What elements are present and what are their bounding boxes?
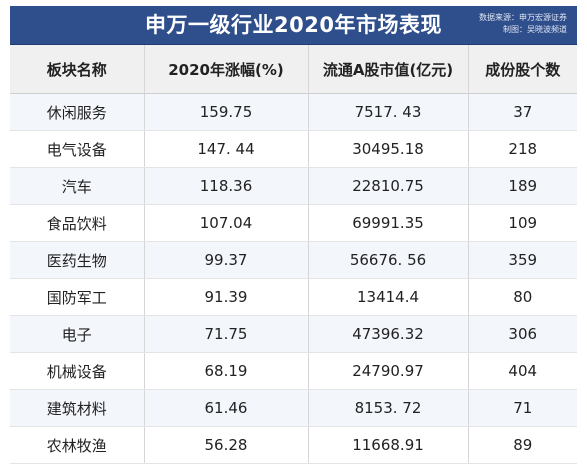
cell-sector: 建筑材料	[10, 389, 145, 427]
cell-change: 56.28	[144, 426, 309, 464]
header-row: 板块名称 2020年涨幅(%) 流通A股市值(亿元) 成份股个数	[10, 45, 577, 94]
cell-change: 107.04	[144, 204, 309, 242]
cell-change: 99.37	[144, 241, 309, 279]
cell-constituents: 89	[468, 426, 577, 464]
cell-market-cap: 8153. 72	[308, 389, 469, 427]
cell-market-cap: 24790.97	[308, 352, 469, 390]
industry-table: 板块名称 2020年涨幅(%) 流通A股市值(亿元) 成份股个数 休闲服务 15…	[10, 45, 577, 464]
cell-change: 68.19	[144, 352, 309, 390]
cell-change: 71.75	[144, 315, 309, 353]
title-bar: 申万一级行业2020年市场表现 数据来源：申万宏源证券 制图：吴晓波频道	[10, 6, 577, 45]
cell-sector: 机械设备	[10, 352, 145, 390]
cell-constituents: 37	[468, 93, 577, 131]
cell-change: 61.46	[144, 389, 309, 427]
table-row: 食品饮料 107.04 69991.35 109	[10, 204, 577, 242]
table-row: 机械设备 68.19 24790.97 404	[10, 352, 577, 390]
cell-constituents: 218	[468, 130, 577, 168]
cell-constituents: 404	[468, 352, 577, 390]
cell-constituents: 109	[468, 204, 577, 242]
cell-sector: 农林牧渔	[10, 426, 145, 464]
cell-market-cap: 30495.18	[308, 130, 469, 168]
table-row: 医药生物 99.37 56676. 56 359	[10, 241, 577, 279]
credit-line: 制图：吴晓波频道	[503, 25, 567, 34]
table-row: 农林牧渔 56.28 11668.91 89	[10, 426, 577, 464]
header-constituents: 成份股个数	[468, 45, 577, 94]
cell-constituents: 359	[468, 241, 577, 279]
cell-constituents: 189	[468, 167, 577, 205]
source-line: 数据来源：申万宏源证券	[479, 13, 567, 22]
cell-market-cap: 47396.32	[308, 315, 469, 353]
cell-change: 118.36	[144, 167, 309, 205]
cell-sector: 食品饮料	[10, 204, 145, 242]
table-title: 申万一级行业2020年市场表现	[145, 13, 442, 37]
performance-table-card: 申万一级行业2020年市场表现 数据来源：申万宏源证券 制图：吴晓波频道 板块名…	[10, 6, 577, 464]
table-row: 建筑材料 61.46 8153. 72 71	[10, 389, 577, 427]
cell-market-cap: 56676. 56	[308, 241, 469, 279]
cell-market-cap: 7517. 43	[308, 93, 469, 131]
cell-market-cap: 22810.75	[308, 167, 469, 205]
cell-change: 147. 44	[144, 130, 309, 168]
cell-market-cap: 11668.91	[308, 426, 469, 464]
cell-constituents: 80	[468, 278, 577, 316]
cell-sector: 汽车	[10, 167, 145, 205]
header-change: 2020年涨幅(%)	[144, 45, 309, 94]
cell-constituents: 306	[468, 315, 577, 353]
table-row: 汽车 118.36 22810.75 189	[10, 167, 577, 205]
cell-market-cap: 13414.4	[308, 278, 469, 316]
cell-sector: 国防军工	[10, 278, 145, 316]
table-row: 电气设备 147. 44 30495.18 218	[10, 130, 577, 168]
table-row: 电子 71.75 47396.32 306	[10, 315, 577, 353]
cell-market-cap: 69991.35	[308, 204, 469, 242]
source-note: 数据来源：申万宏源证券 制图：吴晓波频道	[479, 12, 567, 36]
cell-sector: 医药生物	[10, 241, 145, 279]
cell-change: 91.39	[144, 278, 309, 316]
cell-sector: 休闲服务	[10, 93, 145, 131]
cell-constituents: 71	[468, 389, 577, 427]
table-row: 国防军工 91.39 13414.4 80	[10, 278, 577, 316]
header-sector: 板块名称	[10, 45, 145, 94]
cell-change: 159.75	[144, 93, 309, 131]
cell-sector: 电子	[10, 315, 145, 353]
table-row: 休闲服务 159.75 7517. 43 37	[10, 93, 577, 131]
cell-sector: 电气设备	[10, 130, 145, 168]
header-market-cap: 流通A股市值(亿元)	[308, 45, 469, 94]
